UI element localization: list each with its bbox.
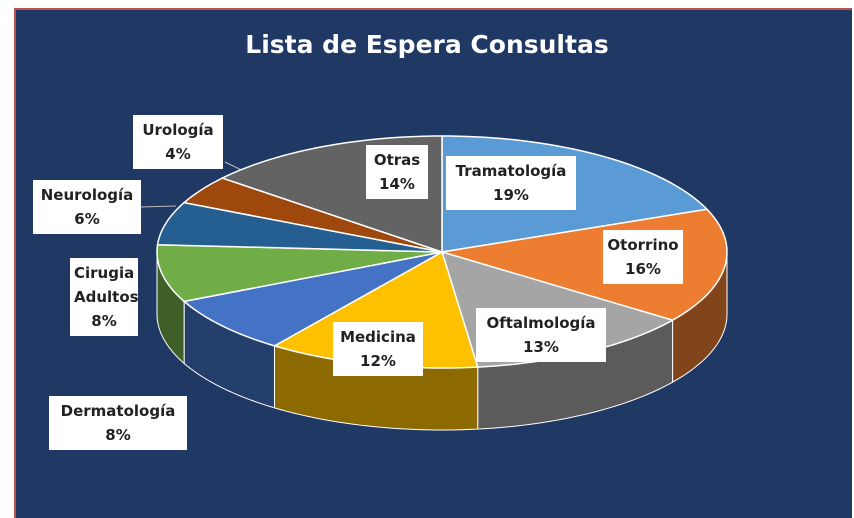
category-label: Otorrino: [607, 236, 679, 254]
value-label: 16%: [625, 260, 661, 278]
slice: [182, 177, 443, 253]
category-label: Tramatología: [455, 162, 567, 180]
category-label: Neurología: [40, 186, 134, 204]
data-label: Neurología 6%: [33, 180, 141, 234]
category-label: Urología: [142, 121, 214, 139]
value-label: 8%: [91, 312, 117, 330]
data-label: Otras 14%: [366, 145, 428, 199]
category-label: Otras: [373, 151, 421, 169]
data-label: Urología 4%: [133, 115, 223, 169]
data-label: Oftalmología 13%: [476, 308, 606, 362]
value-label: 6%: [74, 210, 100, 228]
data-label: Otorrino 16%: [603, 230, 683, 284]
value-label: 4%: [165, 145, 191, 163]
data-label: Medicina 12%: [333, 322, 423, 376]
value-label: 19%: [493, 186, 529, 204]
slice: [156, 243, 443, 303]
leader-line: [139, 205, 177, 208]
slice: [156, 201, 443, 253]
data-label: Tramatología 19%: [446, 156, 576, 210]
category-label: Cirugia Adultos: [74, 264, 139, 306]
data-label: Cirugia Adultos 8%: [70, 258, 139, 336]
slice: [182, 251, 443, 347]
category-label: Dermatología: [60, 402, 176, 420]
chart-title: Lista de Espera Consultas: [245, 30, 609, 59]
value-label: 12%: [360, 352, 396, 370]
category-label: Oftalmología: [486, 314, 596, 332]
value-label: 14%: [379, 175, 415, 193]
category-label: Medicina: [340, 328, 416, 346]
value-label: 8%: [105, 426, 131, 444]
value-label: 13%: [523, 338, 559, 356]
data-label: Dermatología 8%: [49, 396, 187, 450]
